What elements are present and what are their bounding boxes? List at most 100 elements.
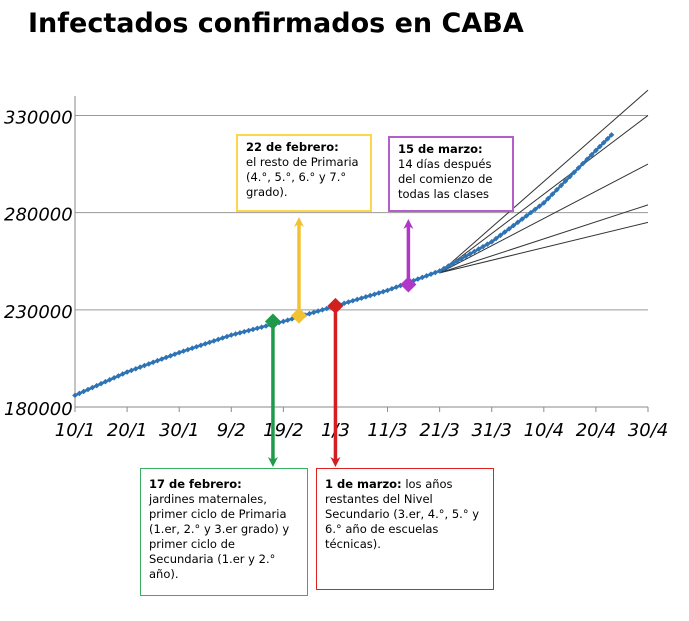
- series-point: [154, 357, 161, 364]
- series-point: [72, 392, 78, 399]
- series-point: [202, 341, 209, 347]
- annotation-mar15: 15 de marzo: 14 días después del comienz…: [388, 136, 514, 212]
- series-point: [432, 269, 439, 276]
- annotation-feb22-body: el resto de Primaria (4.°, 5.°, 6.° y 7.…: [246, 155, 359, 199]
- x-tick-label: 11/3: [367, 420, 407, 441]
- chart-title: Infectados confirmados en CABA: [28, 8, 524, 39]
- series-point: [571, 169, 578, 176]
- series-point: [124, 369, 130, 375]
- series-point: [119, 371, 126, 377]
- series-point: [280, 318, 287, 325]
- x-tick-label: 30/4: [628, 420, 668, 441]
- series-point: [527, 209, 534, 216]
- series-point: [263, 323, 269, 329]
- y-tick-label: 230000: [4, 302, 73, 323]
- projection-line: [439, 221, 649, 274]
- series-point: [245, 327, 252, 334]
- series-point: [506, 226, 512, 232]
- y-tick-label: 180000: [4, 399, 73, 420]
- series-point: [150, 359, 156, 366]
- series-point: [458, 255, 465, 262]
- series-point: [514, 219, 521, 226]
- series-point: [423, 272, 430, 279]
- marker-mar1: [327, 297, 344, 314]
- series-point: [180, 348, 187, 354]
- series-point: [462, 253, 469, 260]
- series-point: [562, 178, 569, 184]
- series-point: [258, 324, 265, 330]
- series-point: [593, 147, 599, 154]
- series-point: [228, 332, 235, 338]
- series-point: [350, 297, 356, 304]
- x-tick-label: 31/3: [472, 420, 512, 441]
- series-point: [484, 241, 491, 248]
- series-point: [519, 216, 525, 222]
- series-point: [115, 373, 122, 379]
- annotation-mar15-body: 14 días después del comienzo de todas la…: [398, 157, 493, 201]
- annotation-mar15-heading: 15 de marzo:: [398, 142, 483, 156]
- series-point: [159, 356, 165, 362]
- series-point: [80, 388, 87, 395]
- series-point: [580, 160, 586, 167]
- annotation-mar1-body: los años restantes del Nivel Secundario …: [325, 477, 480, 551]
- series-point: [449, 260, 456, 267]
- series-point: [137, 364, 143, 370]
- series-point: [224, 333, 230, 340]
- series-point: [536, 203, 543, 209]
- marker-feb17: [264, 313, 281, 330]
- series-point: [167, 353, 174, 359]
- series-point: [241, 328, 248, 335]
- series-point: [389, 285, 395, 292]
- series-point: [541, 200, 547, 206]
- series-point: [397, 282, 404, 289]
- series-point: [419, 274, 426, 281]
- x-tick-label: 30/1: [159, 420, 199, 441]
- series-point: [493, 235, 499, 242]
- series-point: [106, 376, 113, 383]
- series-point: [532, 206, 538, 213]
- series-point: [600, 139, 607, 146]
- series-point: [306, 310, 313, 317]
- series-point: [376, 290, 382, 296]
- series-point: [85, 386, 91, 393]
- series-point: [415, 276, 421, 282]
- x-tick-label: 20/4: [576, 420, 616, 441]
- series-point: [523, 213, 530, 219]
- series-point: [185, 346, 191, 353]
- marker-feb22: [290, 307, 307, 324]
- series-point: [232, 331, 239, 337]
- series-point: [319, 307, 326, 313]
- series-point: [102, 378, 109, 385]
- series-point: [141, 362, 148, 369]
- x-tick-label: 10/4: [524, 420, 564, 441]
- series-point: [588, 151, 595, 158]
- series-point: [445, 263, 452, 269]
- annotation-feb22-heading: 22 de febrero:: [246, 140, 339, 154]
- series-point: [488, 238, 495, 245]
- series-point: [163, 354, 169, 361]
- series-point: [128, 367, 135, 374]
- series-point: [363, 294, 369, 300]
- series-point: [380, 288, 387, 295]
- series-point: [471, 248, 478, 255]
- series-point: [206, 339, 213, 346]
- series-point: [608, 132, 615, 138]
- series-point: [76, 390, 83, 397]
- series-point: [211, 338, 217, 344]
- series-point: [480, 243, 486, 250]
- series-point: [575, 165, 582, 171]
- series-point: [441, 265, 447, 272]
- series-point: [345, 299, 352, 305]
- series-point: [254, 325, 261, 332]
- x-tick-label: 9/2: [217, 420, 246, 441]
- x-tick-label: 19/2: [263, 420, 303, 441]
- series-point: [558, 182, 564, 189]
- series-point: [428, 271, 434, 277]
- y-tick-label: 330000: [4, 107, 73, 128]
- series-point: [215, 336, 222, 343]
- series-point: [219, 335, 226, 341]
- series-point: [367, 292, 373, 299]
- series-point: [545, 195, 551, 202]
- series-point: [189, 345, 196, 352]
